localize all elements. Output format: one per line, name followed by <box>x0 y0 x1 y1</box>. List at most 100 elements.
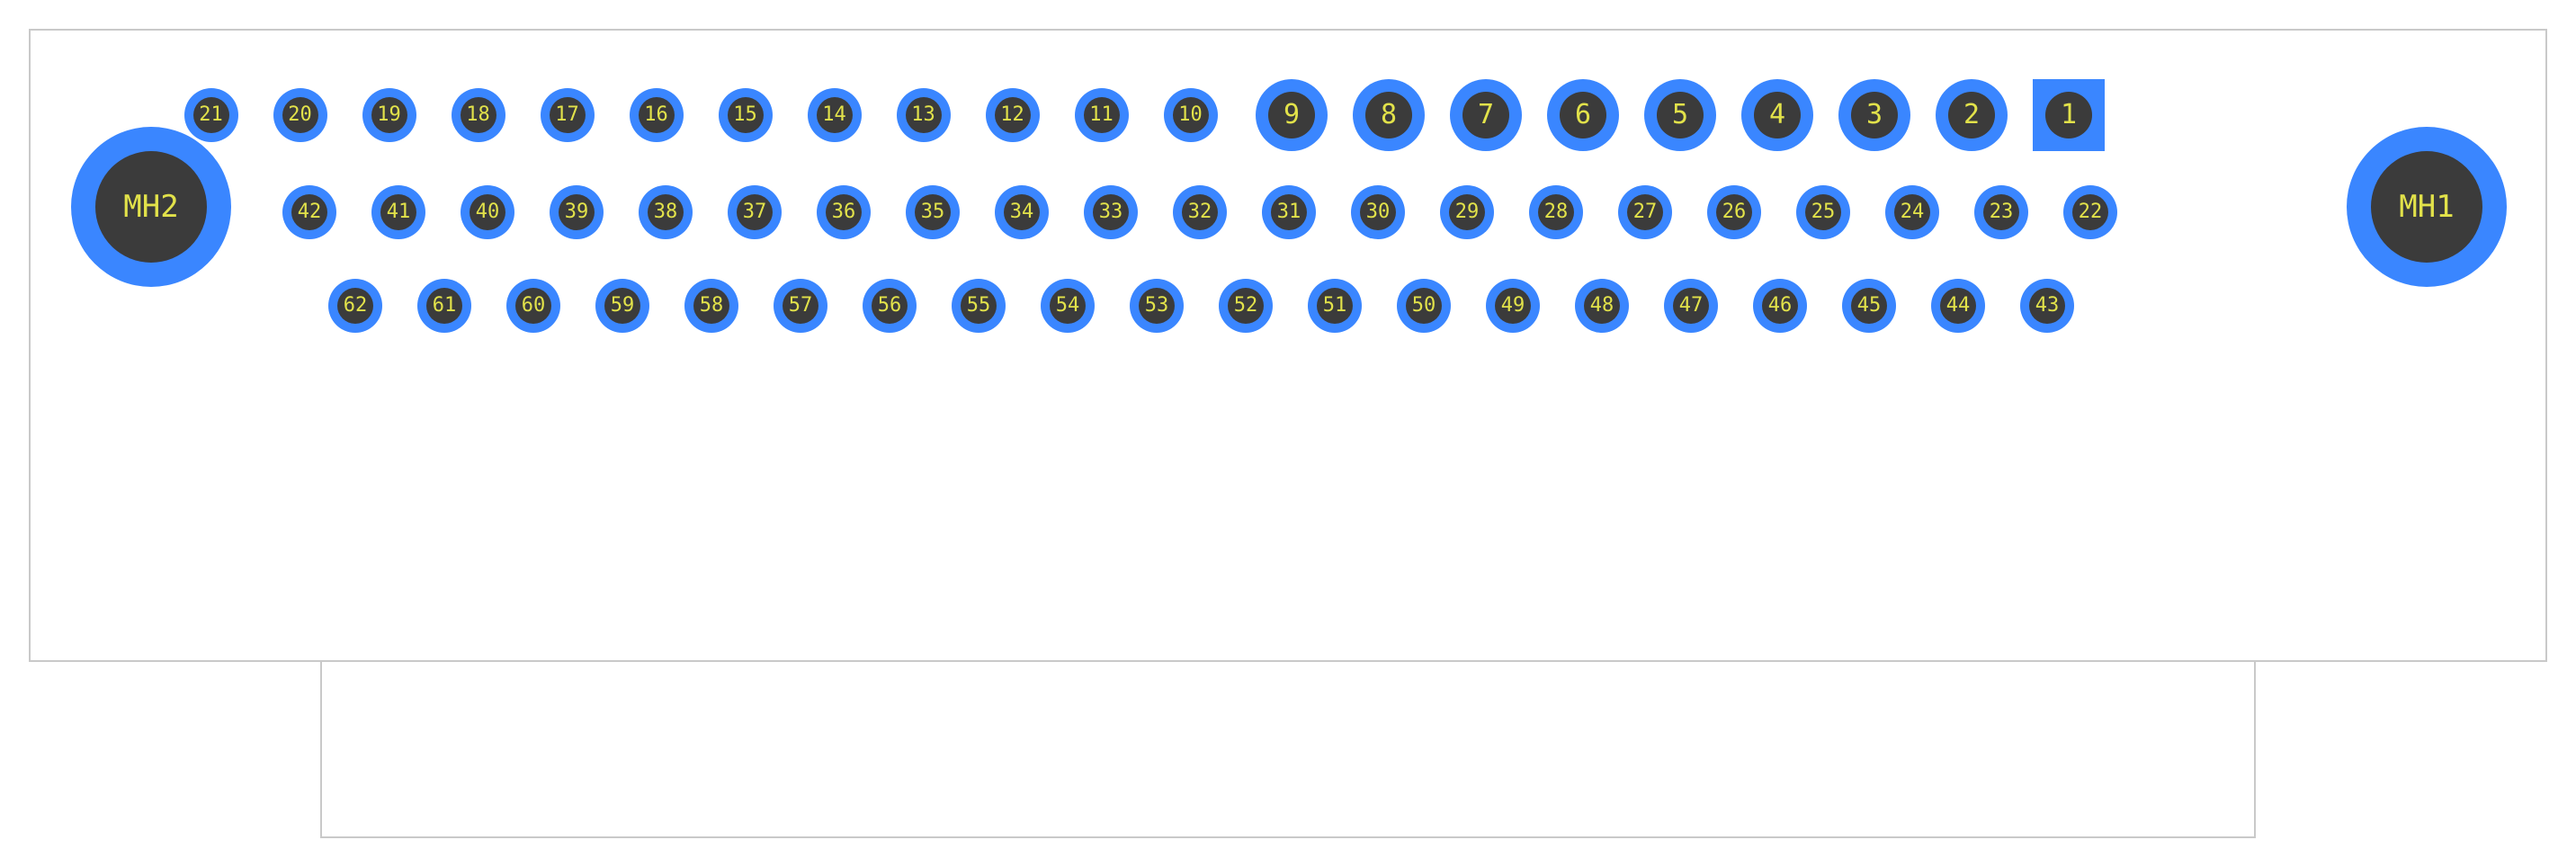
pin-47-label: 47 <box>1679 296 1704 316</box>
pin-16-core: 16 <box>639 97 675 133</box>
pin-7-core: 7 <box>1462 92 1509 139</box>
pin-21: 21 <box>184 88 238 142</box>
pin-20: 20 <box>273 88 327 142</box>
pin-32-label: 32 <box>1188 202 1212 222</box>
pin-59: 59 <box>595 279 649 333</box>
pin-5: 5 <box>1644 79 1716 151</box>
mounting-hole-mh2: MH2 <box>71 127 231 287</box>
pin-50: 50 <box>1397 279 1451 333</box>
pin-1-core: 1 <box>2045 92 2092 139</box>
pin-41-core: 41 <box>380 194 416 230</box>
pin-6-label: 6 <box>1575 102 1591 129</box>
pin-52-core: 52 <box>1228 288 1264 324</box>
pin-61-core: 61 <box>426 288 462 324</box>
pin-52: 52 <box>1219 279 1273 333</box>
mounting-hole-mh1-label: MH1 <box>2399 192 2454 222</box>
pin-29-core: 29 <box>1449 194 1485 230</box>
pin-13-label: 13 <box>911 105 935 125</box>
pin-30-label: 30 <box>1366 202 1391 222</box>
pin-25-core: 25 <box>1805 194 1841 230</box>
pin-30-core: 30 <box>1360 194 1396 230</box>
pin-33: 33 <box>1084 185 1138 239</box>
pin-49-core: 49 <box>1495 288 1531 324</box>
pin-38: 38 <box>639 185 693 239</box>
pin-18-core: 18 <box>461 97 496 133</box>
pin-42-core: 42 <box>291 194 327 230</box>
pin-8-label: 8 <box>1381 102 1397 129</box>
pin-53-label: 53 <box>1145 296 1169 316</box>
pin-37-label: 37 <box>743 202 767 222</box>
pin-38-label: 38 <box>654 202 678 222</box>
pin-5-label: 5 <box>1672 102 1688 129</box>
pin-36-core: 36 <box>826 194 862 230</box>
pin-10-label: 10 <box>1178 105 1203 125</box>
pin-19-core: 19 <box>371 97 407 133</box>
pin-1: 1 <box>2033 79 2105 151</box>
pin-48: 48 <box>1575 279 1629 333</box>
pin-8: 8 <box>1353 79 1425 151</box>
pin-28-core: 28 <box>1538 194 1574 230</box>
pin-62: 62 <box>328 279 382 333</box>
pin-43-core: 43 <box>2029 288 2065 324</box>
mounting-hole-mh2-core: MH2 <box>95 151 207 263</box>
pin-18-label: 18 <box>466 105 490 125</box>
pin-14: 14 <box>808 88 862 142</box>
pin-56: 56 <box>863 279 917 333</box>
pin-27: 27 <box>1618 185 1672 239</box>
pin-34-label: 34 <box>1010 202 1034 222</box>
pin-60-label: 60 <box>522 296 546 316</box>
pin-50-label: 50 <box>1412 296 1436 316</box>
pin-51-label: 51 <box>1323 296 1347 316</box>
pin-50-core: 50 <box>1406 288 1442 324</box>
pin-62-core: 62 <box>337 288 373 324</box>
pin-51-core: 51 <box>1317 288 1353 324</box>
pin-23-core: 23 <box>1983 194 2019 230</box>
pin-33-label: 33 <box>1099 202 1123 222</box>
pin-56-core: 56 <box>872 288 908 324</box>
pin-59-core: 59 <box>604 288 640 324</box>
pin-18: 18 <box>452 88 505 142</box>
pin-3: 3 <box>1838 79 1910 151</box>
pin-37-core: 37 <box>737 194 773 230</box>
pin-45: 45 <box>1842 279 1896 333</box>
pin-24-core: 24 <box>1894 194 1930 230</box>
pin-4-core: 4 <box>1754 92 1801 139</box>
pin-15: 15 <box>719 88 773 142</box>
pin-37: 37 <box>728 185 782 239</box>
pin-21-core: 21 <box>193 97 229 133</box>
pin-57: 57 <box>774 279 827 333</box>
pin-16: 16 <box>630 88 684 142</box>
mounting-hole-mh2-label: MH2 <box>123 192 178 222</box>
pin-31-core: 31 <box>1271 194 1307 230</box>
pin-9: 9 <box>1256 79 1328 151</box>
pin-54: 54 <box>1041 279 1095 333</box>
pin-15-label: 15 <box>733 105 757 125</box>
pin-3-label: 3 <box>1866 102 1883 129</box>
pin-35-core: 35 <box>915 194 951 230</box>
pin-47: 47 <box>1664 279 1718 333</box>
pin-49-label: 49 <box>1501 296 1525 316</box>
pin-8-core: 8 <box>1365 92 1412 139</box>
pin-44-core: 44 <box>1940 288 1976 324</box>
pin-2-label: 2 <box>1963 102 1980 129</box>
pin-53: 53 <box>1130 279 1184 333</box>
pin-41-label: 41 <box>387 202 411 222</box>
pin-9-core: 9 <box>1268 92 1315 139</box>
pin-26-core: 26 <box>1716 194 1752 230</box>
pin-29-label: 29 <box>1455 202 1480 222</box>
pin-58: 58 <box>684 279 738 333</box>
pin-25: 25 <box>1796 185 1850 239</box>
pin-28: 28 <box>1529 185 1583 239</box>
pin-17: 17 <box>541 88 595 142</box>
pin-45-label: 45 <box>1857 296 1882 316</box>
pin-11-label: 11 <box>1089 105 1114 125</box>
pin-43-label: 43 <box>2035 296 2060 316</box>
pin-14-label: 14 <box>822 105 846 125</box>
pin-26-label: 26 <box>1722 202 1747 222</box>
pin-11-core: 11 <box>1084 97 1120 133</box>
pin-32-core: 32 <box>1182 194 1218 230</box>
pin-32: 32 <box>1173 185 1227 239</box>
pin-34-core: 34 <box>1004 194 1040 230</box>
pin-9-label: 9 <box>1284 102 1300 129</box>
pin-14-core: 14 <box>817 97 853 133</box>
